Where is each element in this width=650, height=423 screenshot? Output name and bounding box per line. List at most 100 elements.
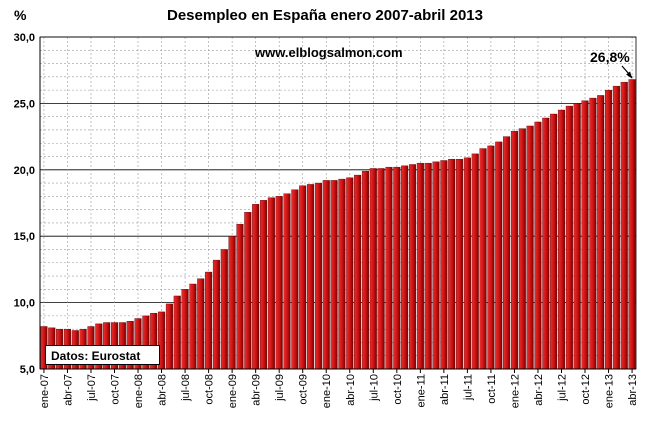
x-tick-label: abr-13 [627, 374, 639, 406]
bar [346, 177, 354, 370]
x-tick-label: abr-07 [62, 374, 74, 406]
x-tick-label: oct-10 [392, 374, 404, 405]
x-tick-label: oct-11 [486, 374, 498, 404]
bar [416, 162, 424, 370]
bar [369, 168, 377, 370]
bar [550, 113, 558, 370]
bar [354, 174, 362, 370]
bar [487, 145, 495, 370]
bar [605, 89, 613, 370]
bar [189, 283, 197, 370]
bar [220, 249, 228, 370]
bar [283, 193, 291, 370]
x-tick-label: oct-12 [580, 374, 592, 405]
bar [267, 197, 275, 370]
bar [165, 303, 173, 370]
bar [424, 162, 432, 370]
last-value-annotation: 26,8% [590, 49, 630, 65]
bar [440, 160, 448, 370]
bar [589, 97, 597, 370]
bar [573, 103, 581, 370]
x-tick-label: oct-09 [298, 374, 310, 405]
bar [463, 157, 471, 370]
bar [181, 289, 189, 370]
x-tick-label: abr-10 [345, 374, 357, 406]
x-tick-label: abr-11 [439, 374, 451, 405]
bar [503, 136, 511, 370]
y-tick-label: 10,0 [14, 298, 35, 310]
x-tick-label: jul-07 [86, 374, 98, 402]
data-source-label: Datos: Eurostat [45, 345, 160, 365]
bar [448, 158, 456, 370]
y-tick-label: 25,0 [14, 98, 35, 110]
x-tick-label: ene-11 [415, 374, 427, 407]
bar [620, 81, 628, 370]
x-tick-label: abr-09 [251, 374, 263, 406]
bar [401, 165, 409, 370]
y-tick-label: 20,0 [14, 165, 35, 177]
bar [557, 109, 566, 370]
bar [456, 158, 464, 370]
bar [291, 189, 299, 370]
bar [330, 180, 338, 370]
bar [393, 166, 401, 370]
bar [377, 168, 385, 370]
annotation-arrowhead [626, 71, 633, 79]
bar [205, 271, 213, 370]
bar [408, 164, 417, 370]
bar [275, 196, 283, 370]
bar [581, 100, 589, 370]
x-tick-label: ene-08 [133, 374, 145, 408]
x-tick-label: jul-09 [274, 374, 286, 402]
bar [252, 204, 260, 370]
x-tick-label: ene-10 [321, 374, 333, 408]
y-axis-label: % [14, 7, 27, 23]
bar [526, 125, 534, 370]
bar [495, 141, 503, 370]
x-tick-label: ene-13 [604, 374, 616, 408]
x-tick-label: oct-07 [110, 374, 122, 405]
bar [228, 235, 236, 370]
bar [322, 180, 330, 370]
bar [307, 184, 315, 370]
bar [244, 212, 252, 370]
x-tick-label: jul-08 [180, 374, 192, 402]
bar [612, 85, 620, 370]
bar [471, 153, 479, 370]
plot-frame [39, 36, 637, 370]
bar [628, 79, 636, 370]
bar [212, 259, 220, 370]
x-tick-label: oct-08 [204, 374, 216, 405]
bar [236, 224, 244, 370]
watermark-text: www.elblogsalmon.com [255, 45, 403, 60]
bar [173, 295, 181, 370]
chart-title: Desempleo en España enero 2007-abril 201… [167, 7, 483, 24]
bar [534, 121, 542, 370]
x-tick-label: abr-12 [533, 374, 545, 406]
bar [385, 166, 393, 370]
y-tick-label: 15,0 [14, 231, 35, 243]
bar [597, 95, 605, 370]
y-tick-label: 5,0 [20, 364, 35, 376]
x-tick-label: jul-10 [368, 374, 380, 402]
bar [338, 178, 346, 370]
x-tick-label: jul-11 [462, 374, 474, 401]
x-tick-label: ene-07 [39, 374, 51, 408]
bar [542, 117, 550, 370]
x-tick-label: ene-09 [227, 374, 239, 408]
bar [432, 161, 440, 370]
bar [314, 182, 322, 370]
bar [361, 170, 369, 370]
bar [479, 148, 487, 370]
x-tick-label: ene-12 [509, 374, 521, 408]
y-tick-label: 30,0 [14, 32, 35, 44]
bar [259, 200, 268, 370]
bar [299, 185, 307, 370]
bar [518, 128, 526, 370]
x-tick-label: jul-12 [557, 374, 569, 402]
bar [197, 278, 205, 370]
x-tick-label: abr-08 [157, 374, 169, 406]
bar [510, 131, 518, 370]
bar [565, 105, 573, 370]
